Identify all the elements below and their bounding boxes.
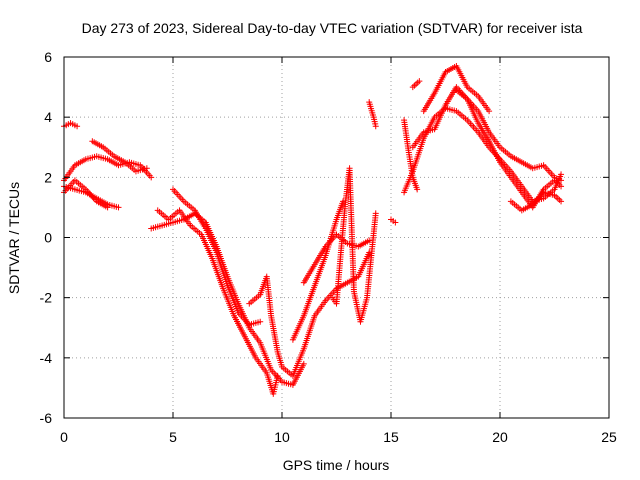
x-axis-title: GPS time / hours (283, 457, 390, 473)
x-tick-label: 15 (383, 429, 399, 445)
chart-background (0, 0, 640, 480)
y-tick-label: -2 (40, 290, 53, 306)
y-tick-label: -6 (40, 410, 53, 426)
y-tick-label: 6 (44, 49, 52, 65)
y-tick-label: 0 (44, 230, 52, 246)
sdtvar-chart: Day 273 of 2023, Sidereal Day-to-day VTE… (0, 0, 640, 480)
x-tick-label: 0 (60, 429, 68, 445)
x-tick-label: 10 (274, 429, 290, 445)
x-tick-label: 20 (492, 429, 508, 445)
chart-title: Day 273 of 2023, Sidereal Day-to-day VTE… (82, 20, 583, 36)
chart-container: Day 273 of 2023, Sidereal Day-to-day VTE… (0, 0, 640, 480)
y-tick-label: -4 (40, 350, 53, 366)
x-tick-label: 5 (169, 429, 177, 445)
y-tick-label: 4 (44, 109, 52, 125)
y-tick-label: 2 (44, 169, 52, 185)
x-tick-label: 25 (601, 429, 617, 445)
y-axis-title: SDTVAR / TECUs (6, 182, 22, 294)
